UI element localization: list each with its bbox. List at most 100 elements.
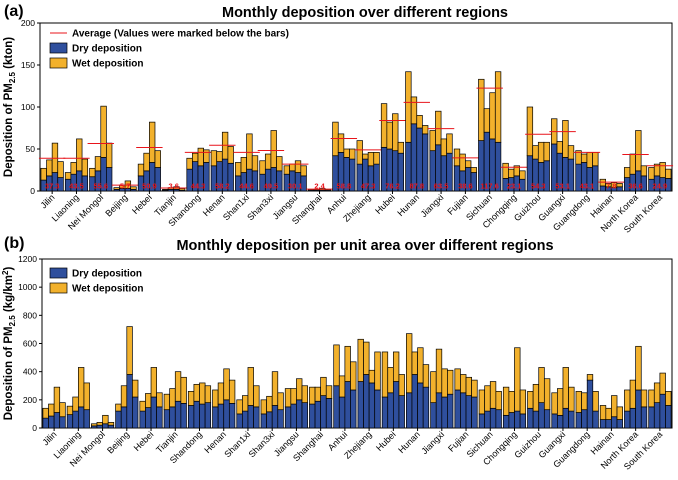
dry-bar [374, 389, 381, 429]
dry-bar [199, 403, 206, 429]
dry-bar [406, 392, 413, 429]
legend-dry-swatch [49, 267, 68, 279]
dry-bar [605, 419, 612, 429]
wet-bar [465, 160, 472, 168]
wet-bar [283, 165, 290, 175]
wet-bar [519, 170, 526, 180]
average-value-label: 44.3 [191, 182, 206, 191]
wet-bar [624, 389, 631, 412]
legend-dry-label: Dry deposition [72, 269, 142, 280]
wet-bar [48, 403, 55, 417]
wet-bar [429, 130, 436, 152]
wet-bar [174, 371, 182, 402]
dry-bar [392, 381, 400, 429]
wet-bar [70, 162, 77, 175]
x-tick-label: Beijing [105, 429, 131, 455]
dry-bar [411, 374, 418, 429]
wet-bar [406, 333, 413, 394]
legend-wet-label: Wet deposition [72, 59, 143, 70]
dry-bar [454, 389, 461, 429]
average-value-label: 36.6 [628, 182, 643, 191]
x-tick-label: Shan3xi [247, 429, 277, 459]
panel-a-title: Monthly deposition over different region… [222, 5, 508, 21]
dry-bar [527, 407, 534, 429]
y-axis-label-sup: 2 [1, 270, 10, 275]
dry-bar [575, 412, 582, 429]
dry-bar [83, 409, 90, 429]
dry-bar [309, 403, 316, 429]
wet-bar [527, 391, 534, 409]
dry-bar [193, 400, 200, 429]
dry-bar [581, 409, 588, 429]
wet-bar [605, 407, 612, 420]
dry-bar [635, 389, 642, 429]
wet-bar [435, 110, 442, 146]
dry-bar [333, 385, 340, 429]
legend: Average (Values were marked below the ba… [49, 29, 289, 70]
wet-bar [154, 150, 161, 168]
wet-bar [562, 367, 569, 409]
wet-bar [471, 379, 478, 398]
x-tick-label: Hebei [132, 429, 156, 453]
wet-bar [362, 153, 369, 160]
dry-bar [180, 403, 187, 429]
wet-bar [659, 372, 666, 395]
dry-bar [247, 405, 254, 429]
wet-bar [247, 367, 254, 406]
dry-bar [126, 374, 133, 429]
wet-bar [386, 121, 393, 150]
average-value-label: 43.5 [69, 182, 84, 191]
wet-bar [309, 386, 316, 405]
dry-bar [325, 398, 333, 429]
wet-bar [276, 156, 283, 172]
wet-bar [508, 391, 515, 413]
wet-bar [665, 391, 672, 406]
x-tick-label: Jilin [39, 192, 57, 210]
average-value-label: 24.9 [653, 182, 668, 191]
legend-wet-swatch [49, 282, 68, 294]
average-value-label: 87.8 [409, 182, 424, 191]
dry-bar [290, 403, 297, 429]
wet-bar [102, 414, 109, 425]
dry-bar [228, 403, 236, 429]
dry-bar [174, 400, 182, 429]
wet-bar [264, 153, 272, 170]
x-tick-label: Hunan [396, 429, 422, 455]
wet-bar [623, 167, 631, 178]
x-tick-label: Jiangxi [419, 192, 446, 219]
wet-bar [411, 351, 418, 375]
dry-bar [422, 386, 430, 429]
panel-a-label: (a) [4, 3, 24, 20]
dry-bar [543, 409, 551, 429]
panel-a-plot: 0 50 100 150 200 Deposition of PM2.5 (kton) Ji… [3, 18, 674, 235]
wet-bar [242, 395, 249, 412]
wet-bar [483, 108, 491, 133]
wet-bar [277, 392, 284, 411]
wet-bar [216, 151, 223, 162]
wet-bar [489, 381, 497, 409]
wet-bar [454, 368, 461, 391]
wet-bar [397, 141, 405, 154]
wet-bar [89, 167, 96, 178]
wet-bar [186, 157, 193, 170]
wet-bar [575, 391, 582, 413]
average-value-label: 2.4 [314, 182, 325, 191]
wet-bar [357, 338, 364, 382]
dry-bar [430, 402, 437, 429]
wet-bar [126, 326, 133, 375]
dry-bar [296, 399, 303, 429]
dry-bar [301, 402, 308, 429]
wet-bar [356, 140, 363, 165]
wet-bar [150, 367, 157, 398]
dry-bar [532, 410, 540, 429]
average-value-label: 117.6 [481, 182, 499, 191]
wet-bar [240, 157, 247, 173]
wet-bar [556, 141, 563, 154]
wet-bar [495, 391, 502, 411]
dry-bar [107, 424, 115, 429]
wet-bar [59, 402, 66, 418]
wet-bar [484, 385, 491, 412]
wet-bar [648, 389, 655, 408]
average-value-label: 3.6 [168, 182, 178, 191]
x-tick-label: Shan3xi [245, 192, 275, 222]
